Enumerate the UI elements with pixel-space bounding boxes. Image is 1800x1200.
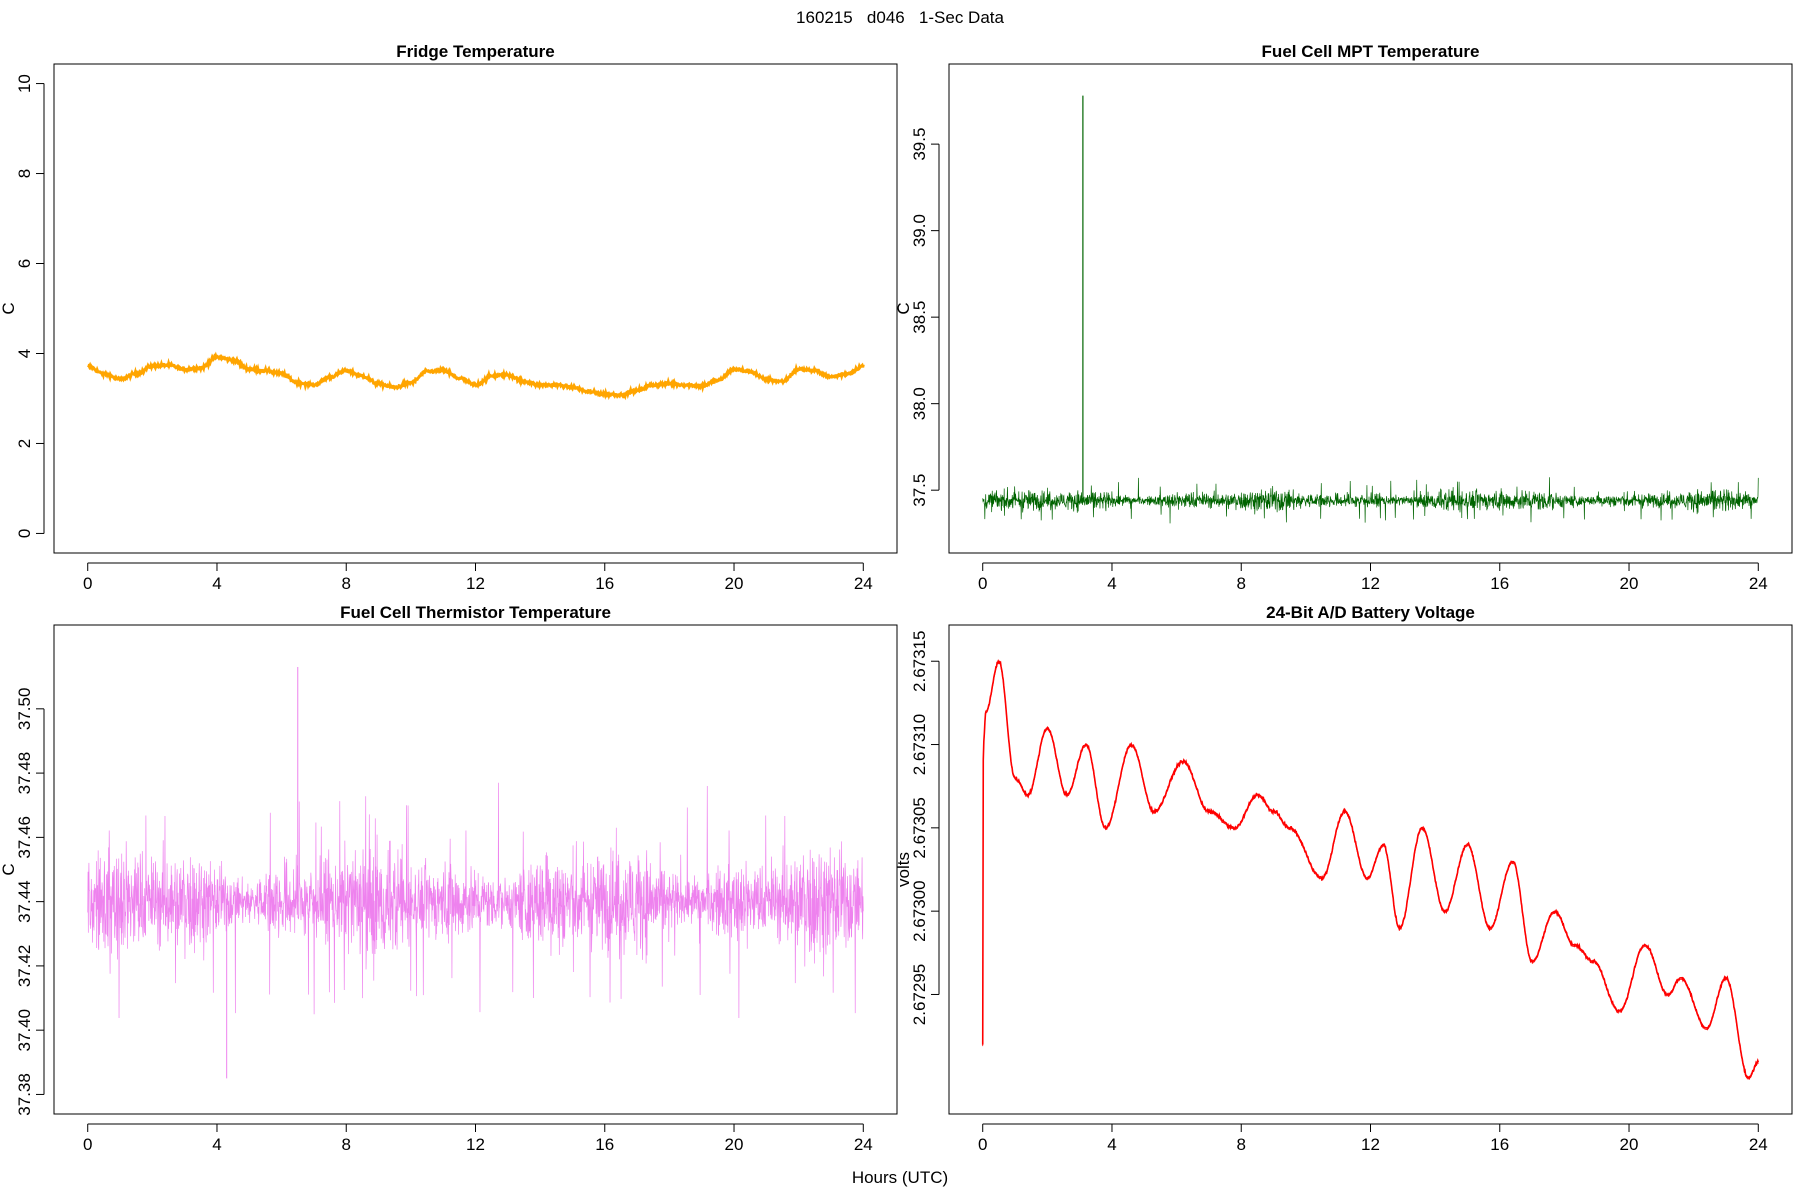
x-tick-label: 0	[83, 1135, 92, 1154]
x-tick-label: 20	[1620, 574, 1639, 593]
plot-frame	[53, 624, 898, 1115]
x-tick-label: 24	[1749, 574, 1768, 593]
y-tick-label: 37.46	[15, 816, 34, 859]
x-tick-label: 12	[466, 574, 485, 593]
y-tick-label: 2.67300	[910, 880, 929, 941]
x-tick-label: 16	[595, 574, 614, 593]
x-axis-label: Hours (UTC)	[851, 1168, 949, 1187]
panel-title: 24-Bit A/D Battery Voltage	[1266, 603, 1475, 622]
y-axis-label: C	[0, 863, 18, 875]
y-tick-label: 2.67305	[910, 797, 929, 858]
x-tick-label: 12	[466, 1135, 485, 1154]
y-tick-label: 37.48	[15, 752, 34, 795]
y-tick-label: 2.67295	[910, 964, 929, 1025]
y-axis-label: C	[0, 302, 18, 314]
y-tick-label: 38.0	[910, 387, 929, 420]
y-tick-label: 2.67315	[910, 630, 929, 691]
plot-frame	[948, 63, 1793, 554]
data-series	[87, 351, 865, 401]
x-tick-label: 0	[978, 574, 987, 593]
x-tick-label: 24	[1749, 1135, 1768, 1154]
panel-title: Fuel Cell Thermistor Temperature	[340, 603, 611, 622]
x-tick-label: 20	[725, 574, 744, 593]
x-tick-label: 24	[854, 1135, 873, 1154]
y-tick-label: 2	[15, 439, 34, 448]
series-line	[982, 477, 1759, 524]
panel-title: Fridge Temperature	[396, 42, 554, 61]
y-tick-label: 37.44	[15, 880, 34, 923]
series-line	[87, 782, 864, 1018]
y-tick-label: 8	[15, 169, 34, 178]
x-tick-label: 4	[1107, 1135, 1116, 1154]
y-tick-label: 39.0	[910, 214, 929, 247]
y-tick-label: 37.50	[15, 688, 34, 731]
y-tick-label: 37.42	[15, 945, 34, 988]
series-line	[87, 351, 865, 401]
panel-2: Fuel Cell MPT Temperature 0 4 8 12 16 20 24 37.5…	[894, 42, 1793, 593]
panel-3: Fuel Cell Thermistor Temperature 0 4 8 12 16 2…	[0, 603, 898, 1154]
y-tick-label: 4	[15, 349, 34, 358]
x-tick-label: 0	[83, 574, 92, 593]
series-line	[981, 659, 1760, 1080]
y-tick-label: 37.38	[15, 1073, 34, 1116]
data-series	[982, 95, 1759, 524]
y-tick-label: 2.67310	[910, 714, 929, 775]
y-tick-label: 10	[15, 74, 34, 93]
x-tick-label: 8	[342, 1135, 351, 1154]
x-tick-label: 16	[1490, 574, 1509, 593]
y-tick-label: 6	[15, 259, 34, 268]
panel-title: Fuel Cell MPT Temperature	[1262, 42, 1480, 61]
x-tick-label: 12	[1361, 1135, 1380, 1154]
data-series	[981, 659, 1760, 1080]
x-tick-label: 20	[725, 1135, 744, 1154]
y-tick-label: 37.40	[15, 1009, 34, 1052]
x-tick-label: 12	[1361, 574, 1380, 593]
y-tick-label: 0	[15, 529, 34, 538]
x-tick-label: 8	[342, 574, 351, 593]
x-tick-label: 8	[1237, 574, 1246, 593]
x-tick-label: 4	[212, 1135, 221, 1154]
y-axis-label: C	[894, 302, 913, 314]
y-tick-label: 37.5	[910, 474, 929, 507]
x-tick-label: 8	[1237, 1135, 1246, 1154]
panel-4: 24-Bit A/D Battery Voltage 0 4 8 12 16 20 24 2.6…	[894, 603, 1793, 1154]
x-tick-label: 20	[1620, 1135, 1639, 1154]
x-tick-label: 16	[595, 1135, 614, 1154]
y-axis-label: volts	[894, 852, 913, 887]
y-tick-label: 38.5	[910, 301, 929, 334]
series-line-band	[982, 661, 1759, 1080]
x-tick-label: 4	[1107, 574, 1116, 593]
data-series	[87, 667, 864, 1079]
plot-frame	[948, 624, 1793, 1115]
x-tick-label: 0	[978, 1135, 987, 1154]
figure-title: 160215 d046 1-Sec Data	[796, 8, 1004, 27]
x-tick-label: 16	[1490, 1135, 1509, 1154]
plot-frame	[53, 63, 898, 554]
y-tick-label: 39.5	[910, 128, 929, 161]
x-tick-label: 4	[212, 574, 221, 593]
x-tick-label: 24	[854, 574, 873, 593]
